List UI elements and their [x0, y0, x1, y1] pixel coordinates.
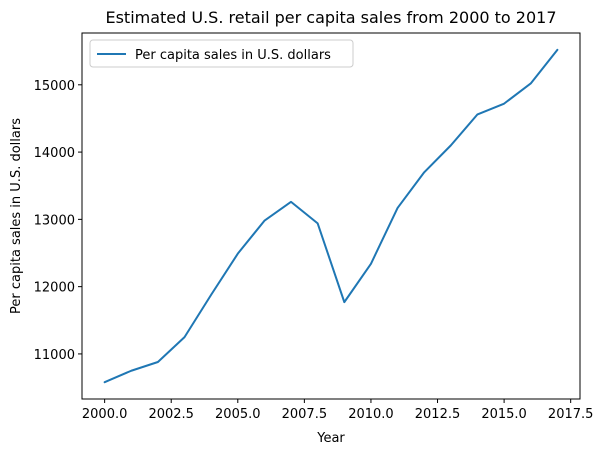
x-tick-label: 2005.0: [215, 407, 261, 422]
plot-area: [81, 32, 581, 400]
legend-entry-label: Per capita sales in U.S. dollars: [135, 48, 331, 63]
legend: Per capita sales in U.S. dollars: [89, 39, 354, 68]
x-tick-label: 2010.0: [348, 407, 394, 422]
x-tick-label: 2017.5: [548, 407, 594, 422]
plot-frame: [81, 32, 581, 400]
x-tick-label: 2015.0: [481, 407, 527, 422]
y-tick-label: 14000: [34, 146, 75, 161]
y-tick-label: 11000: [34, 348, 75, 363]
y-tick-label: 13000: [34, 213, 75, 228]
x-tick-label: 2002.5: [148, 407, 194, 422]
x-tick-label: 2000.0: [82, 407, 128, 422]
y-axis-label: Per capita sales in U.S. dollars: [9, 118, 24, 314]
x-axis: 2000.0 2002.5 2005.0 2007.5 2010.0 2012.5 2015…: [82, 399, 594, 422]
y-tick-label: 15000: [34, 79, 75, 94]
series-layer: [103, 48, 559, 384]
y-axis: 11000 12000 13000 14000 15000: [34, 79, 82, 363]
y-tick-label: 12000: [34, 281, 75, 296]
series-line: [103, 48, 559, 384]
x-tick-label: 2012.5: [415, 407, 461, 422]
chart-title: Estimated U.S. retail per capita sales f…: [105, 8, 556, 27]
legend-box: [89, 39, 354, 68]
x-tick-label: 2007.5: [282, 407, 328, 422]
x-axis-label: Year: [316, 431, 345, 446]
